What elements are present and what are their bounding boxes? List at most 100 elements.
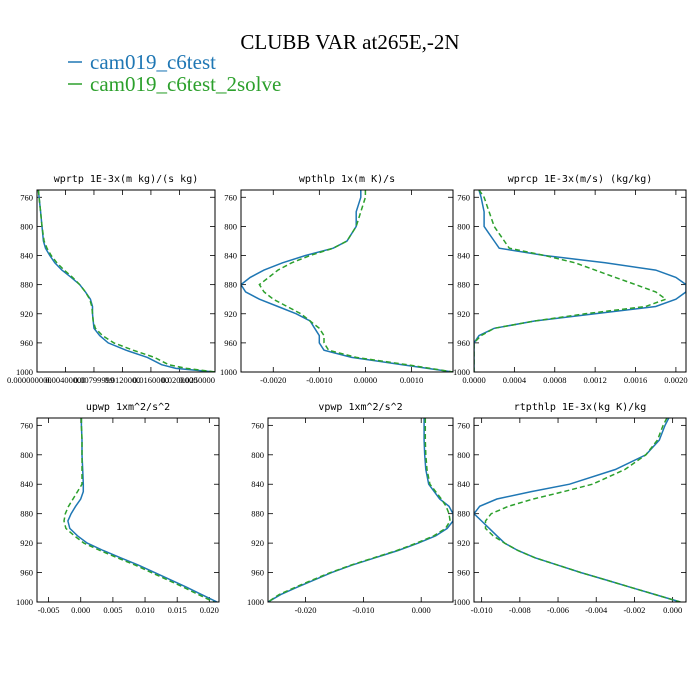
x-tick-label: 0.00400000 <box>45 375 85 385</box>
panel-title: wprtp 1E-3x(m kg)/(s kg) <box>54 174 199 185</box>
plot-frame <box>473 189 687 373</box>
y-tick-label: 840 <box>20 251 33 261</box>
series-group <box>268 418 453 602</box>
y-tick-label: 880 <box>251 509 264 519</box>
x-tick-label: 0.0010 <box>400 375 423 385</box>
x-tick-label: 0.00799999 <box>74 375 114 385</box>
plot-frame <box>473 417 687 603</box>
x-tick-label: 0.000 <box>412 605 431 615</box>
y-tick-label: 960 <box>20 568 33 578</box>
y-tick-label: 840 <box>224 251 237 261</box>
x-tick-label: -0.002 <box>623 605 645 615</box>
panel-title: wprcp 1E-3x(m/s) (kg/kg) <box>508 174 653 185</box>
x-tick-label: -0.008 <box>509 605 531 615</box>
y-tick-label: 880 <box>457 509 470 519</box>
x-tick-label: 0.000000000 <box>7 375 52 385</box>
series-line-0 <box>241 190 453 372</box>
series-line-1 <box>484 418 681 602</box>
panel-title: wpthlp 1x(m K)/s <box>299 174 395 185</box>
y-tick-label: 840 <box>251 479 264 489</box>
y-tick-label: 1000 <box>16 367 33 377</box>
series-line-1 <box>474 190 668 372</box>
y-tick-label: 840 <box>457 479 470 489</box>
legend-label-1: cam019_c6test_2solve <box>90 72 281 96</box>
y-tick-label: 760 <box>457 192 470 202</box>
legend: cam019_c6test cam019_c6test_2solve <box>68 50 281 96</box>
y-tick-label: 760 <box>20 420 33 430</box>
y-tick-label: 920 <box>457 538 470 548</box>
x-tick-label: -0.010 <box>471 605 493 615</box>
panel-4: vpwp 1xm^2/s^2 760 800 840 880 920 960 1000 -0.0… <box>247 402 454 615</box>
y-tick-label: 760 <box>457 420 470 430</box>
panel-title: vpwp 1xm^2/s^2 <box>318 402 402 413</box>
y-tick-label: 800 <box>20 221 33 231</box>
x-tick-label: -0.0020 <box>260 375 286 385</box>
series-line-0 <box>474 190 686 372</box>
y-tick-label: 960 <box>457 338 470 348</box>
x-tick-label: 0.010 <box>135 605 154 615</box>
series-group <box>474 190 686 372</box>
y-tick-label: 760 <box>251 420 264 430</box>
x-tick-label: -0.006 <box>547 605 569 615</box>
series-line-1 <box>268 418 451 602</box>
series-line-1 <box>37 190 215 372</box>
x-tick-label: -0.0010 <box>306 375 332 385</box>
x-tick-label: 0.0016 <box>624 375 647 385</box>
x-tick-label: 0.0008 <box>543 375 566 385</box>
y-tick-label: 880 <box>20 280 33 290</box>
y-tick-label: 1000 <box>453 367 470 377</box>
x-tick-label: 0.015 <box>168 605 187 615</box>
y-tick-label: 800 <box>251 450 264 460</box>
x-tick-label: 0.005 <box>103 605 122 615</box>
y-tick-label: 1000 <box>220 367 237 377</box>
panel-3: upwp 1xm^2/s^2 760 800 840 880 920 960 1000 -0.0… <box>16 402 220 615</box>
x-tick-label: -0.010 <box>352 605 374 615</box>
x-tick-label: 0.0012 <box>583 375 606 385</box>
x-tick-label: 0.0000 <box>354 375 377 385</box>
y-tick-label: 920 <box>457 309 470 319</box>
panel-2: wprcp 1E-3x(m/s) (kg/kg) 760 800 840 880 920 9… <box>453 174 688 385</box>
y-tick-label: 1000 <box>453 597 470 607</box>
panel-title: upwp 1xm^2/s^2 <box>86 402 170 413</box>
y-tick-label: 800 <box>457 450 470 460</box>
x-tick-label: 0.0000 <box>462 375 485 385</box>
x-tick-label: 0.020 <box>200 605 219 615</box>
y-tick-label: 800 <box>457 221 470 231</box>
panel-0: wprtp 1E-3x(m kg)/(s kg) 760 800 840 880 920 9… <box>7 174 216 385</box>
y-tick-label: 760 <box>20 192 33 202</box>
y-tick-label: 880 <box>20 509 33 519</box>
x-tick-label: 0.0250000 <box>179 375 215 385</box>
x-tick-label: 0.000 <box>71 605 90 615</box>
y-tick-label: 800 <box>20 450 33 460</box>
y-tick-label: 960 <box>224 338 237 348</box>
series-group <box>241 190 453 372</box>
x-tick-label: 0.0120000 <box>104 375 140 385</box>
plot-frame <box>36 417 220 603</box>
series-line-1 <box>63 418 215 602</box>
panel-1: wpthlp 1x(m K)/s 760 800 840 880 920 960 1000 -0… <box>220 174 454 385</box>
y-tick-label: 840 <box>20 479 33 489</box>
x-tick-label: -0.004 <box>585 605 608 615</box>
plot-frame <box>267 417 454 603</box>
x-tick-label: 0.0004 <box>503 375 527 385</box>
x-tick-label: 0.000 <box>663 605 682 615</box>
x-tick-label: -0.020 <box>295 605 317 615</box>
y-tick-label: 800 <box>224 221 237 231</box>
figure-title: CLUBB VAR at265E,-2N <box>240 30 459 54</box>
panel-title: rtpthlp 1E-3x(kg K)/kg <box>514 402 646 413</box>
panels: wprtp 1E-3x(m kg)/(s kg) 760 800 840 880 920 9… <box>7 174 688 615</box>
series-line-0 <box>268 418 453 602</box>
panel-5: rtpthlp 1E-3x(kg K)/kg 760 800 840 880 920 960… <box>453 402 687 615</box>
series-group <box>37 190 215 372</box>
plot-frame <box>36 189 216 373</box>
series-group <box>63 418 218 602</box>
y-tick-label: 920 <box>224 309 237 319</box>
series-line-0 <box>67 418 218 602</box>
y-tick-label: 960 <box>20 338 33 348</box>
y-tick-label: 960 <box>251 568 264 578</box>
y-tick-label: 840 <box>457 251 470 261</box>
y-tick-label: 960 <box>457 568 470 578</box>
series-group <box>474 418 681 602</box>
x-tick-label: 0.0200000 <box>161 375 197 385</box>
